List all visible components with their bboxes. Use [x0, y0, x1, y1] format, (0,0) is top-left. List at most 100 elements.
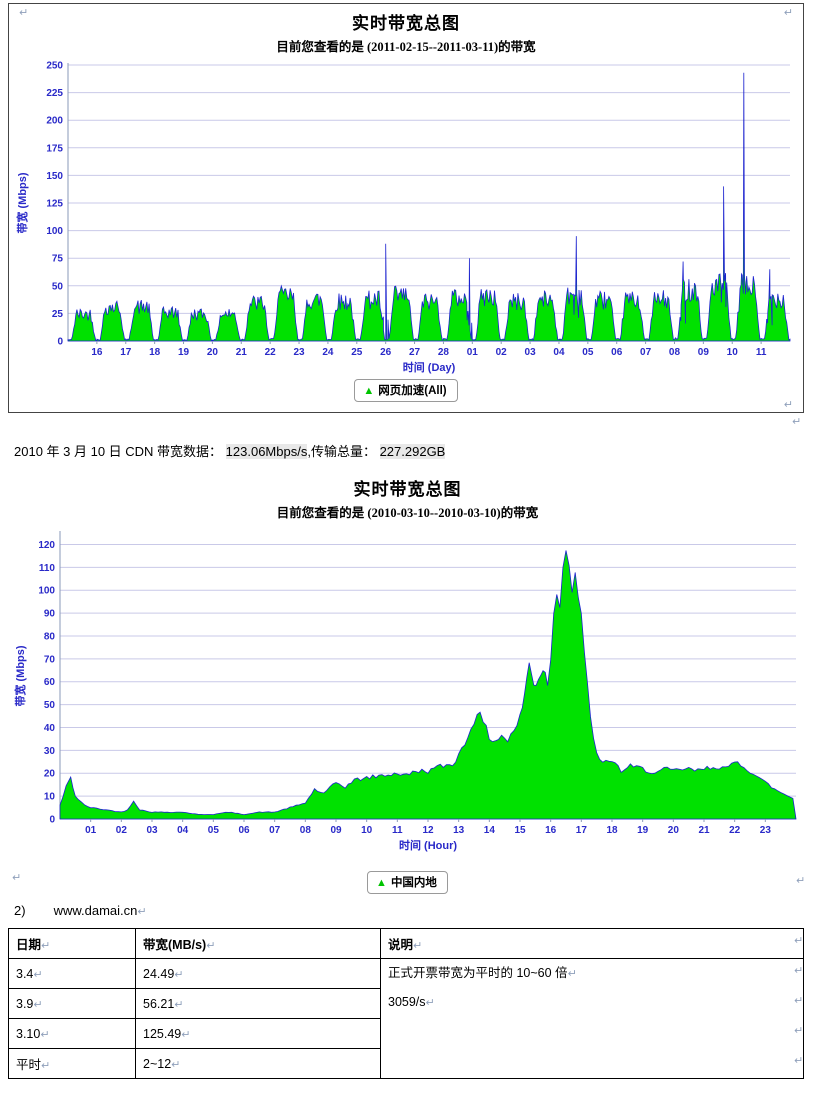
paragraph-mark: ↵ — [12, 871, 22, 884]
svg-text:75: 75 — [52, 254, 64, 265]
svg-text:200: 200 — [46, 116, 63, 127]
svg-text:时间 (Hour): 时间 (Hour) — [398, 838, 456, 852]
svg-text:17: 17 — [120, 347, 132, 358]
svg-text:18: 18 — [606, 825, 618, 836]
legend-marker-icon: ▲ — [363, 385, 375, 397]
svg-text:250: 250 — [46, 61, 63, 72]
svg-text:25: 25 — [351, 347, 363, 358]
svg-text:23: 23 — [293, 347, 305, 358]
cell-bandwidth-value: 125.49 — [143, 1026, 182, 1041]
svg-text:带宽 (Mbps): 带宽 (Mbps) — [13, 645, 27, 706]
paragraph-mark: ↵ — [796, 874, 806, 887]
table-row: 3.9↵ 56.21↵ — [8, 988, 804, 1019]
svg-text:05: 05 — [582, 347, 594, 358]
row-end-mark: ↵ — [794, 964, 804, 977]
table-row: 平时↵ 2~12↵ — [8, 1048, 804, 1079]
col-header-date: 日期↵ — [8, 928, 136, 959]
chart1-legend-label: 网页加速(All) — [378, 385, 447, 397]
svg-text:22: 22 — [265, 347, 277, 358]
chart2-title: 实时带宽总图 — [353, 480, 462, 499]
chart2-legend: ▲ 中国内地 — [367, 871, 448, 894]
cell-bandwidth: 24.49↵ — [135, 958, 381, 989]
cell-mark: ↵ — [171, 1057, 181, 1071]
paragraph-mark: ↵ — [792, 415, 802, 428]
svg-text:时间 (Day): 时间 (Day) — [403, 360, 456, 374]
cell-bandwidth-value: 56.21 — [143, 996, 175, 1011]
cell-mark: ↵ — [33, 967, 43, 981]
svg-text:20: 20 — [207, 347, 219, 358]
cell-mark: ↵ — [40, 1027, 50, 1041]
svg-text:40: 40 — [43, 723, 55, 734]
cdn-stats-line: 2010 年 3 月 10 日 CDN 带宽数据： 123.06Mbps/s,传… — [14, 441, 446, 460]
cell-date: 3.9↵ — [8, 988, 136, 1019]
svg-text:0: 0 — [57, 337, 63, 348]
cell-mark: ↵ — [425, 996, 435, 1009]
cell-mark: ↵ — [33, 997, 43, 1011]
table-row: 3.10↵ 125.49↵ — [8, 1018, 804, 1049]
cell-date-value: 3.9 — [16, 996, 34, 1011]
svg-text:21: 21 — [236, 347, 248, 358]
cell-mark: ↵ — [567, 967, 577, 980]
svg-text:19: 19 — [178, 347, 190, 358]
site-url: www.damai.cn — [53, 903, 138, 918]
cell-date: 平时↵ — [8, 1048, 136, 1079]
svg-text:110: 110 — [38, 563, 55, 574]
svg-text:175: 175 — [46, 143, 63, 154]
cell-date-value: 平时 — [16, 1058, 42, 1072]
svg-text:10: 10 — [361, 825, 373, 836]
svg-text:03: 03 — [525, 347, 537, 358]
svg-text:16: 16 — [545, 825, 557, 836]
table-header-row: 日期↵ 带宽(MB/s)↵ 说明↵ — [8, 928, 804, 959]
chart1-legend: ▲ 网页加速(All) — [354, 379, 458, 402]
col-header-note-label: 说明 — [388, 938, 414, 952]
cell-date-value: 3.10 — [16, 1026, 41, 1041]
svg-text:04: 04 — [177, 825, 189, 836]
cell-mark: ↵ — [174, 967, 184, 981]
svg-text:05: 05 — [207, 825, 219, 836]
col-header-note: 说明↵ — [380, 928, 804, 959]
svg-text:04: 04 — [553, 347, 565, 358]
svg-text:25: 25 — [52, 309, 64, 320]
svg-text:30: 30 — [43, 746, 55, 757]
svg-text:09: 09 — [330, 825, 342, 836]
svg-text:11: 11 — [392, 825, 403, 836]
svg-text:01: 01 — [467, 347, 479, 358]
svg-text:24: 24 — [322, 347, 334, 358]
cell-bandwidth: 56.21↵ — [135, 988, 381, 1019]
svg-text:01: 01 — [85, 825, 97, 836]
cell-bandwidth: 125.49↵ — [135, 1018, 381, 1049]
svg-text:27: 27 — [409, 347, 421, 358]
svg-text:225: 225 — [46, 88, 63, 99]
svg-text:13: 13 — [453, 825, 465, 836]
svg-text:09: 09 — [698, 347, 710, 358]
svg-text:28: 28 — [438, 347, 450, 358]
cell-mark: ↵ — [181, 1027, 191, 1041]
cell-bandwidth: 2~12↵ — [135, 1048, 381, 1079]
bandwidth-table-wrap: 日期↵ 带宽(MB/s)↵ 说明↵ 3.4↵ 24.49↵ 正式开票带宽为平时的… — [8, 928, 814, 1079]
svg-text:70: 70 — [43, 654, 55, 665]
svg-text:07: 07 — [269, 825, 281, 836]
svg-text:11: 11 — [756, 347, 767, 358]
svg-text:21: 21 — [698, 825, 710, 836]
legend-marker-icon: ▲ — [376, 877, 387, 889]
item-number: 2) — [14, 903, 26, 918]
svg-text:14: 14 — [483, 825, 495, 836]
svg-text:17: 17 — [575, 825, 587, 836]
svg-text:150: 150 — [46, 171, 63, 182]
cell-mark: ↵ — [41, 1059, 51, 1072]
col-header-bandwidth: 带宽(MB/s)↵ — [135, 928, 381, 959]
svg-text:50: 50 — [52, 281, 64, 292]
cdn-total-value: 227.292GB — [379, 444, 446, 459]
svg-text:20: 20 — [667, 825, 679, 836]
svg-text:80: 80 — [43, 631, 55, 642]
cell-bandwidth-value: 24.49 — [143, 966, 175, 981]
svg-text:120: 120 — [38, 540, 55, 551]
chart1-frame: ↵ ↵ 实时带宽总图 目前您查看的是 (2011-02-15--2011-03-… — [8, 3, 804, 413]
svg-text:06: 06 — [611, 347, 623, 358]
svg-text:08: 08 — [299, 825, 311, 836]
cell-mark: ↵ — [41, 939, 51, 952]
svg-text:02: 02 — [115, 825, 127, 836]
bandwidth-daily-area-chart: 0 10 20 30 40 50 60 70 80 90 100 110 120 01 02 03 04 05 06… — [13, 531, 796, 852]
